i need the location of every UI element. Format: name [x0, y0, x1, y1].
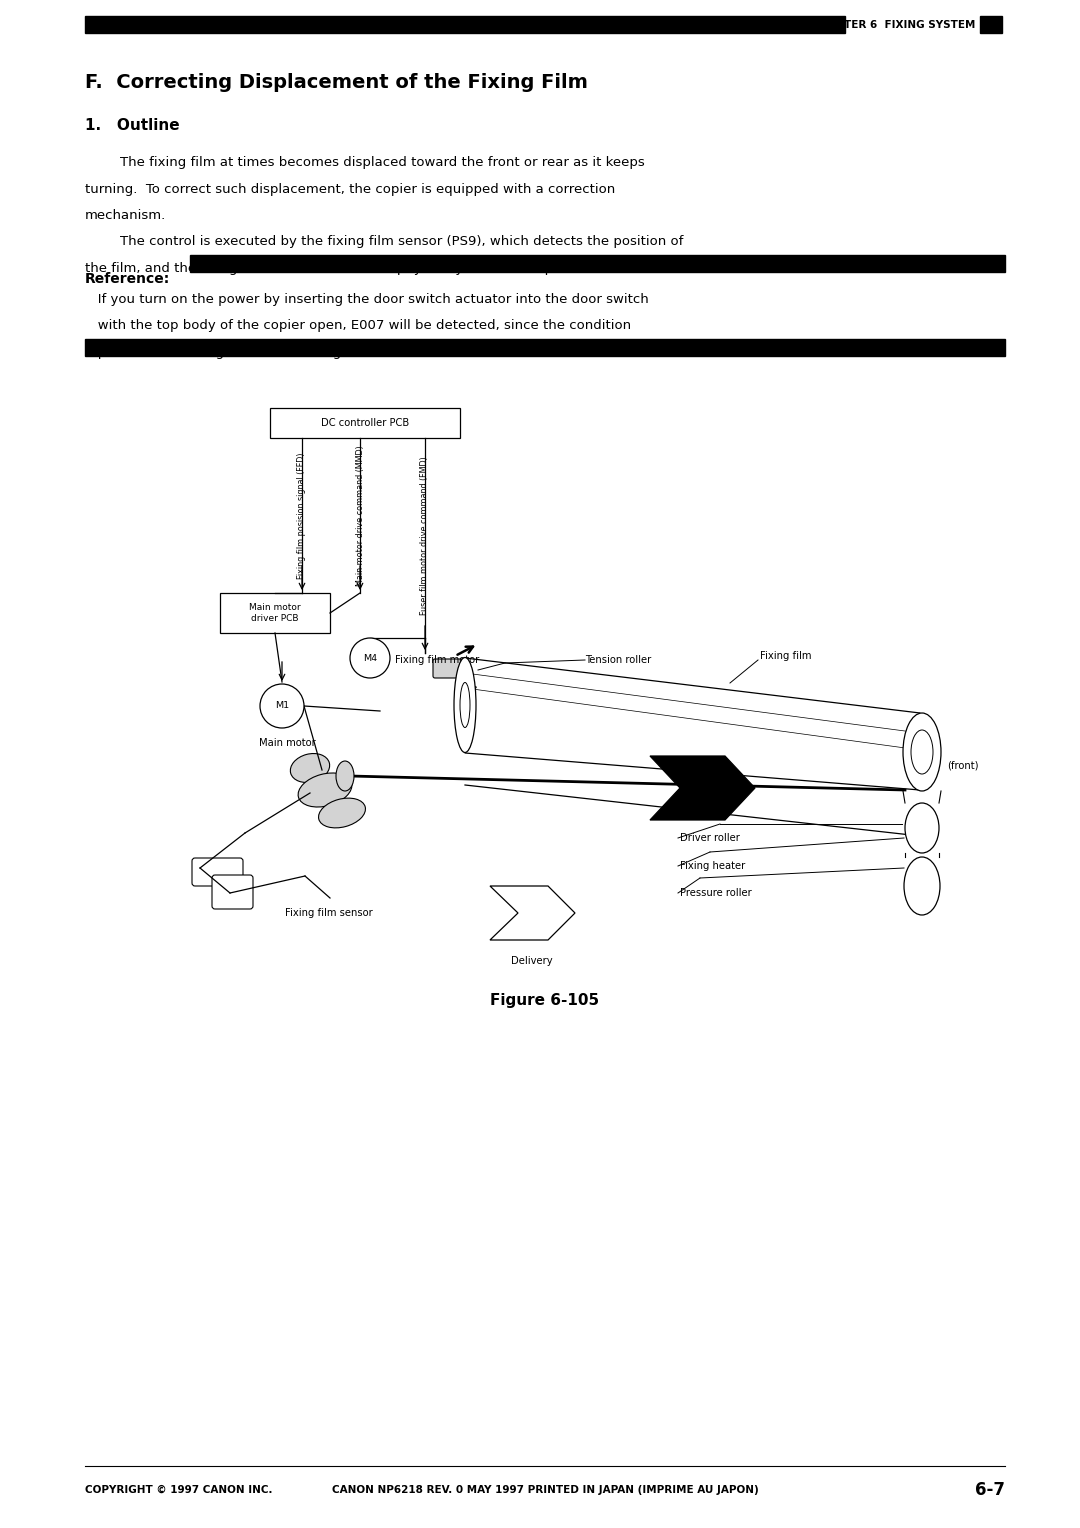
FancyBboxPatch shape	[433, 659, 467, 678]
Bar	[190, 255, 1005, 272]
Text: If you turn on the power by inserting the door switch actuator into the door swi: If you turn on the power by inserting th…	[85, 293, 649, 306]
Text: Fixing film sensor: Fixing film sensor	[285, 908, 373, 918]
Ellipse shape	[291, 753, 329, 782]
Text: M4: M4	[363, 654, 377, 663]
Polygon shape	[465, 659, 920, 790]
Text: the film, and the fixing film motor (M4), which physically corrects displacement: the film, and the fixing film motor (M4)…	[85, 261, 620, 275]
Bar	[980, 15, 1002, 34]
Text: Fixing film: Fixing film	[760, 651, 811, 662]
Text: Driver roller: Driver roller	[680, 833, 740, 843]
Bar	[270, 408, 460, 439]
Polygon shape	[650, 756, 755, 821]
Bar	[220, 593, 330, 633]
Ellipse shape	[454, 657, 476, 752]
Text: 6-7: 6-7	[975, 1481, 1005, 1499]
Circle shape	[350, 639, 390, 678]
FancyBboxPatch shape	[212, 876, 253, 909]
Text: Tension roller: Tension roller	[585, 656, 651, 665]
Ellipse shape	[912, 730, 933, 775]
Text: (front): (front)	[947, 761, 978, 772]
Text: CANON NP6218 REV. 0 MAY 1997 PRINTED IN JAPAN (IMPRIME AU JAPON): CANON NP6218 REV. 0 MAY 1997 PRINTED IN …	[332, 1485, 758, 1494]
Text: Reference:: Reference:	[85, 272, 171, 286]
Circle shape	[260, 685, 303, 727]
Text: turning.  To correct such displacement, the copier is equipped with a correction: turning. To correct such displacement, t…	[85, 182, 616, 196]
Text: 1.   Outline: 1. Outline	[85, 118, 179, 133]
Polygon shape	[490, 886, 575, 940]
Text: Fixing heater: Fixing heater	[680, 860, 745, 871]
Ellipse shape	[319, 798, 365, 828]
Text: prevents the fixing film from turning.: prevents the fixing film from turning.	[85, 345, 346, 359]
Text: Main motor drive command (MMD): Main motor drive command (MMD)	[355, 445, 365, 585]
Text: Figure 6-105: Figure 6-105	[490, 993, 599, 1007]
Ellipse shape	[904, 857, 940, 915]
Ellipse shape	[298, 773, 352, 807]
Text: F.  Correcting Displacement of the Fixing Film: F. Correcting Displacement of the Fixing…	[85, 73, 588, 92]
Text: with the top body of the copier open, E007 will be detected, since the condition: with the top body of the copier open, E0…	[85, 319, 631, 333]
Bar	[85, 339, 1005, 356]
Text: Main motor: Main motor	[258, 738, 315, 749]
Text: Fixing film motor: Fixing film motor	[395, 656, 480, 665]
Bar	[85, 15, 845, 34]
Text: Pressure roller: Pressure roller	[680, 888, 752, 898]
Text: Delivery: Delivery	[511, 957, 553, 966]
Ellipse shape	[903, 714, 941, 792]
Text: M1: M1	[275, 701, 289, 711]
Text: DC controller PCB: DC controller PCB	[321, 419, 409, 428]
Text: The control is executed by the fixing film sensor (PS9), which detects the posit: The control is executed by the fixing fi…	[120, 235, 684, 249]
Ellipse shape	[460, 683, 470, 727]
Text: Fuser film motor drive command (FMD): Fuser film motor drive command (FMD)	[420, 457, 430, 614]
Text: CHAPTER 6  FIXING SYSTEM: CHAPTER 6 FIXING SYSTEM	[812, 20, 975, 29]
Text: COPYRIGHT © 1997 CANON INC.: COPYRIGHT © 1997 CANON INC.	[85, 1485, 272, 1494]
FancyBboxPatch shape	[192, 859, 243, 886]
Text: Main motor
driver PCB: Main motor driver PCB	[249, 604, 301, 623]
Text: Fixing film posision signal (FFD): Fixing film posision signal (FFD)	[297, 452, 307, 579]
Text: The fixing film at times becomes displaced toward the front or rear as it keeps: The fixing film at times becomes displac…	[120, 156, 645, 170]
Text: mechanism.: mechanism.	[85, 209, 166, 222]
Ellipse shape	[905, 804, 939, 853]
Ellipse shape	[336, 761, 354, 792]
